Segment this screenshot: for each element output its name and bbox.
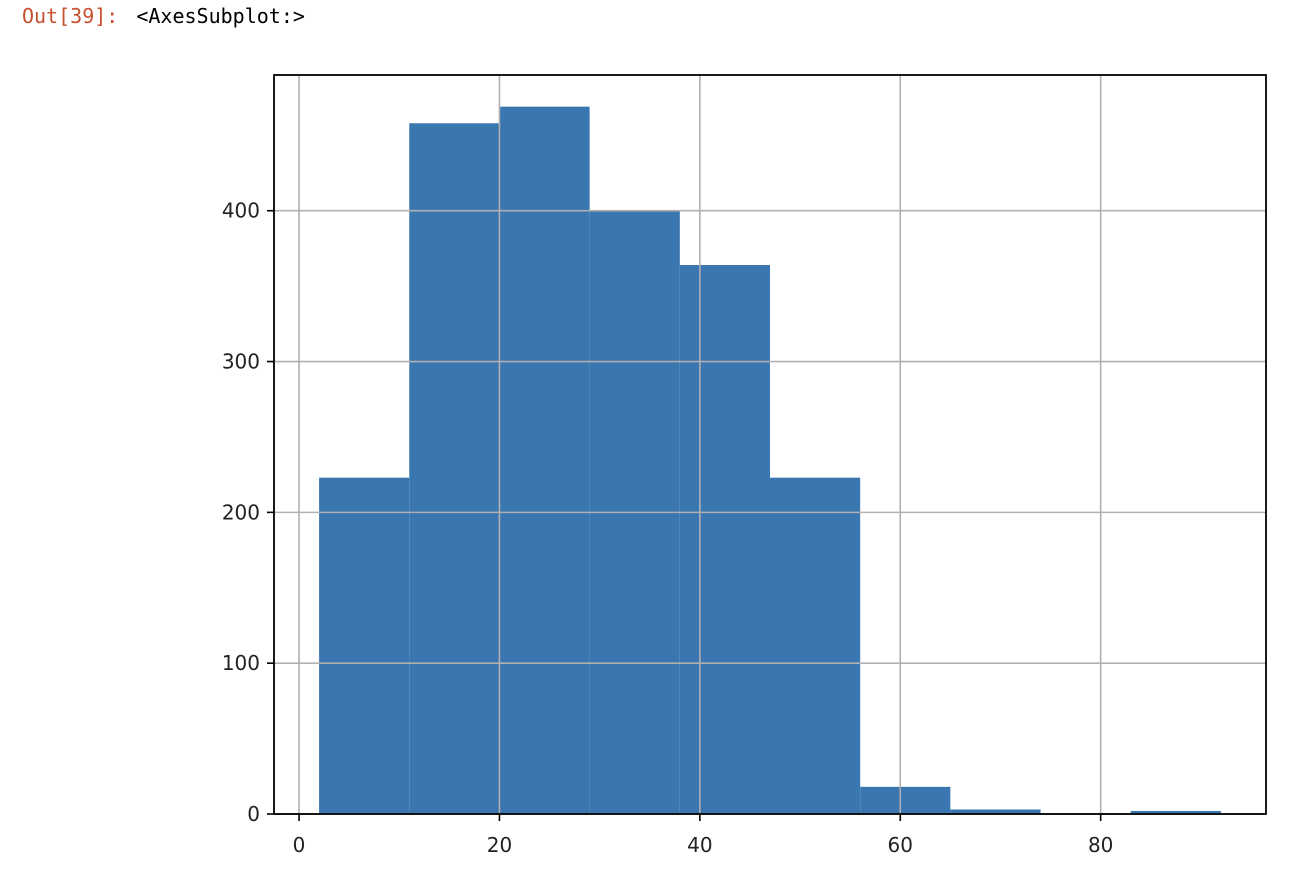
y-tick-label: 0 xyxy=(247,802,260,826)
output-prompt: Out[39]: xyxy=(22,4,119,28)
x-tick-label: 80 xyxy=(1088,833,1113,857)
histogram-bars xyxy=(319,106,1221,815)
axes-frame xyxy=(273,74,1267,815)
histogram-bar xyxy=(1130,810,1221,814)
x-axis-ticks: 0 20 40 60 80 xyxy=(293,814,1113,857)
y-tick-label: 100 xyxy=(222,651,260,675)
output-text: <AxesSubplot:> xyxy=(136,4,305,28)
y-tick-label: 300 xyxy=(222,350,260,374)
y-axis-ticks: 0 100 200 300 400 xyxy=(222,199,274,826)
histogram-bar xyxy=(409,123,500,814)
histogram-bar xyxy=(679,265,770,814)
axes-border xyxy=(273,74,1267,815)
y-tick-label: 400 xyxy=(222,199,260,223)
output-cell-header: Out[39]: <AxesSubplot:> xyxy=(22,2,305,30)
histogram-bar xyxy=(950,809,1041,814)
x-tick-label: 0 xyxy=(293,833,306,857)
histogram-bar xyxy=(860,786,951,814)
x-tick-label: 20 xyxy=(487,833,512,857)
histogram-bar xyxy=(770,477,861,814)
y-tick-label: 200 xyxy=(222,500,260,524)
x-tick-label: 40 xyxy=(687,833,712,857)
histogram-bar xyxy=(319,477,410,814)
x-tick-label: 60 xyxy=(888,833,913,857)
histogram-bar xyxy=(499,106,590,814)
